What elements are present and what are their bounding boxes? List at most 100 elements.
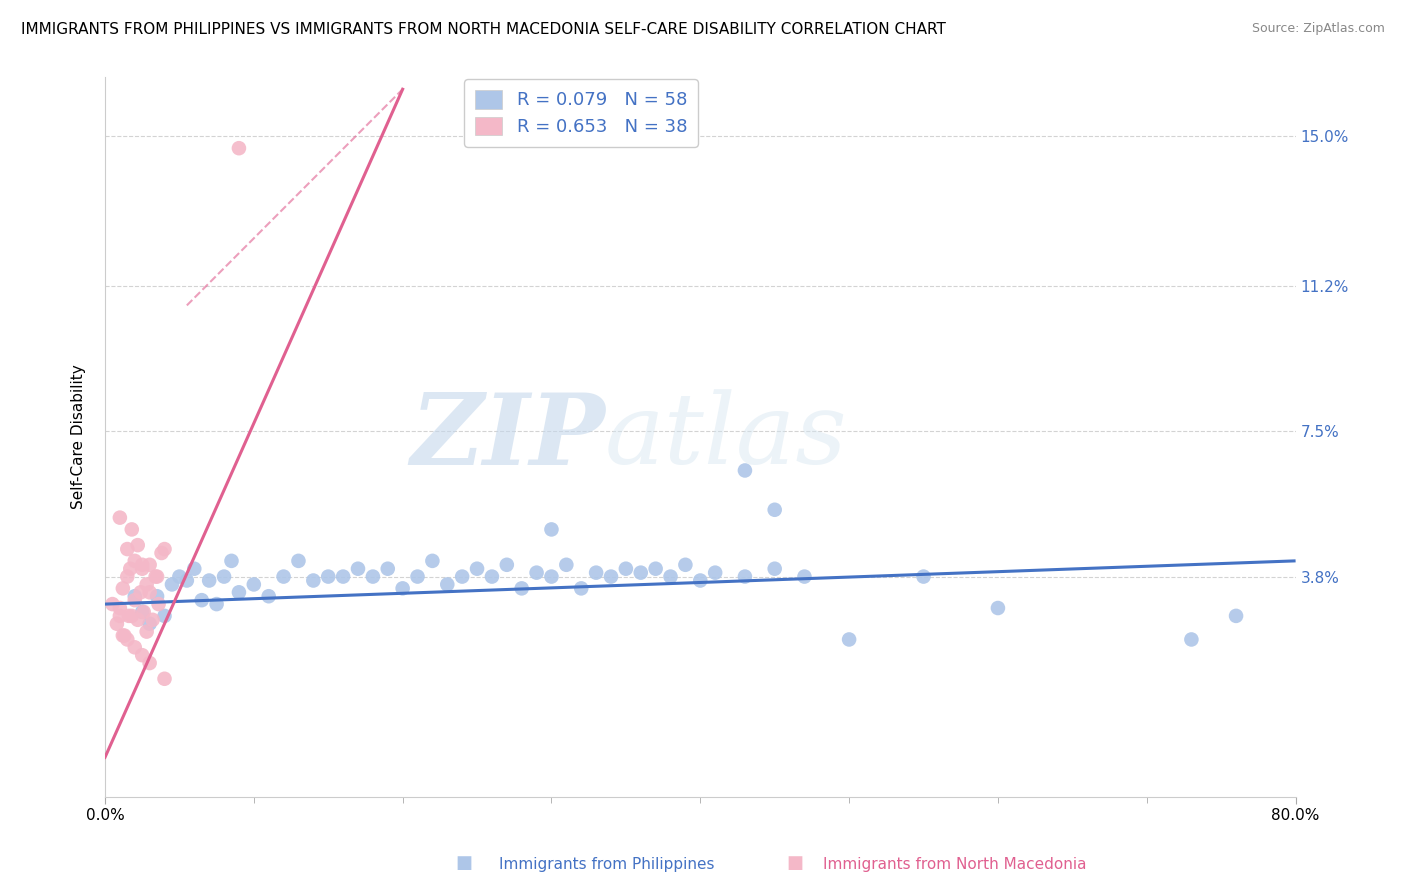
Point <box>391 582 413 596</box>
Point <box>153 672 176 686</box>
Point <box>377 562 399 576</box>
Point <box>138 616 160 631</box>
Point <box>659 569 682 583</box>
Point <box>135 577 157 591</box>
Point <box>630 566 652 580</box>
Point <box>108 510 131 524</box>
Point <box>361 569 384 583</box>
Point <box>131 648 153 663</box>
Point <box>135 624 157 639</box>
Y-axis label: Self-Care Disability: Self-Care Disability <box>72 365 86 509</box>
Point <box>176 574 198 588</box>
Point <box>131 605 153 619</box>
Point <box>243 577 266 591</box>
Point <box>287 554 309 568</box>
Text: Immigrants from North Macedonia: Immigrants from North Macedonia <box>823 857 1085 872</box>
Point <box>153 542 176 557</box>
Point <box>129 585 152 599</box>
Point <box>273 569 295 583</box>
Point <box>221 554 243 568</box>
Point <box>465 562 488 576</box>
Point <box>912 569 935 583</box>
Point <box>153 608 176 623</box>
Point <box>108 608 131 623</box>
Point <box>332 569 354 583</box>
Text: Source: ZipAtlas.com: Source: ZipAtlas.com <box>1251 22 1385 36</box>
Point <box>101 597 124 611</box>
Point <box>347 562 370 576</box>
Point <box>451 569 474 583</box>
Point <box>600 569 623 583</box>
Point <box>673 558 696 572</box>
Point <box>146 589 169 603</box>
Point <box>540 523 562 537</box>
Point <box>108 601 131 615</box>
Point <box>117 632 139 647</box>
Point <box>1180 632 1202 647</box>
Point <box>526 566 548 580</box>
Point <box>138 558 160 572</box>
Point <box>145 569 167 583</box>
Point <box>212 569 235 583</box>
Point <box>183 562 205 576</box>
Point <box>124 640 146 655</box>
Point <box>1225 608 1247 623</box>
Point <box>131 558 153 572</box>
Point <box>585 566 607 580</box>
Point <box>198 574 221 588</box>
Point <box>481 569 503 583</box>
Point <box>169 569 191 583</box>
Point <box>132 605 155 619</box>
Point <box>555 558 578 572</box>
Point <box>614 562 637 576</box>
Point <box>127 613 149 627</box>
Point <box>142 613 165 627</box>
Point <box>105 616 128 631</box>
Point <box>205 597 228 611</box>
Point <box>257 589 280 603</box>
Point <box>120 562 142 576</box>
Text: ■: ■ <box>456 855 472 872</box>
Point <box>111 628 134 642</box>
Point <box>228 141 250 155</box>
Point <box>131 562 153 576</box>
Point <box>689 574 711 588</box>
Point <box>160 577 183 591</box>
Text: ZIP: ZIP <box>411 389 605 485</box>
Point <box>495 558 517 572</box>
Point <box>734 569 756 583</box>
Point <box>127 538 149 552</box>
Point <box>121 523 143 537</box>
Point <box>302 574 325 588</box>
Point <box>124 554 146 568</box>
Point <box>117 569 139 583</box>
Point <box>793 569 815 583</box>
Text: IMMIGRANTS FROM PHILIPPINES VS IMMIGRANTS FROM NORTH MACEDONIA SELF-CARE DISABIL: IMMIGRANTS FROM PHILIPPINES VS IMMIGRANT… <box>21 22 946 37</box>
Point <box>436 577 458 591</box>
Point <box>121 608 143 623</box>
Point <box>112 628 135 642</box>
Point <box>316 569 339 583</box>
Point <box>510 582 533 596</box>
Text: Immigrants from Philippines: Immigrants from Philippines <box>499 857 714 872</box>
Point <box>422 554 444 568</box>
Point <box>734 463 756 477</box>
Point <box>987 601 1010 615</box>
Point <box>146 569 169 583</box>
Point <box>117 542 139 557</box>
Legend: R = 0.079   N = 58, R = 0.653   N = 38: R = 0.079 N = 58, R = 0.653 N = 38 <box>464 79 697 147</box>
Point <box>763 502 786 516</box>
Point <box>190 593 212 607</box>
Point <box>838 632 860 647</box>
Text: atlas: atlas <box>605 390 848 484</box>
Point <box>763 562 786 576</box>
Point <box>228 585 250 599</box>
Point <box>138 585 160 599</box>
Point <box>111 582 134 596</box>
Point <box>124 589 146 603</box>
Point <box>124 593 146 607</box>
Point <box>118 608 141 623</box>
Point <box>406 569 429 583</box>
Point <box>138 656 160 670</box>
Point <box>644 562 666 576</box>
